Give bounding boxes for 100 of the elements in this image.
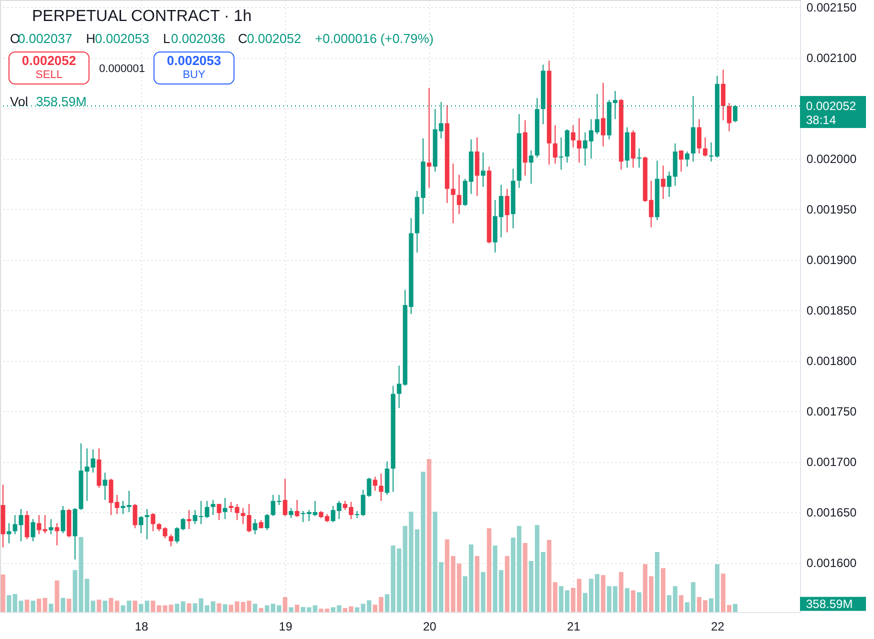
bar [678,595,684,612]
candlestick [600,82,606,147]
annotation: 0.002052 [247,31,302,46]
candlestick [186,510,192,530]
y-tick-label: 0.001750 [806,404,857,419]
y-tick-label: 0.001900 [806,253,857,268]
x-tick-label: 18 [134,620,149,634]
bar [636,592,642,612]
candlestick [210,499,216,516]
candlestick [660,165,666,200]
candlestick [684,150,690,168]
bar [60,598,66,612]
annotation: 0.002036 [171,31,226,46]
bar [486,528,492,612]
candlestick [450,163,456,224]
bar [288,607,294,612]
candlestick [552,124,558,164]
annotation: L [163,31,170,46]
candlestick [426,87,432,188]
annotation: 0.002037 [18,31,72,46]
bar [66,598,72,612]
x-tick-label: 22 [711,620,725,634]
bar [474,556,480,612]
candlestick [288,507,294,519]
candlestick [372,476,378,492]
annotation: 358.59M [36,94,87,109]
bar [186,603,192,612]
y-tick-label: 0.002100 [806,51,857,66]
bar [732,604,738,612]
candlestick [132,503,138,529]
candlestick [264,514,270,531]
annotation: O [10,31,20,46]
bar [102,600,108,612]
candlestick [6,522,12,544]
annotation: H [86,31,96,46]
candlestick [480,152,486,188]
candlestick [702,136,708,158]
bar [96,600,102,612]
candlestick [696,118,702,154]
y-tick-label: 0.001850 [806,304,857,318]
bar [624,588,630,612]
annotation: Vol [10,94,28,109]
bar [30,600,36,612]
bar [630,590,636,612]
candlestick [678,150,684,172]
bar [426,459,432,612]
y-tick-label: 0.001800 [806,354,857,368]
bar [0,574,6,612]
candlestick [576,118,582,164]
bar [654,552,660,612]
candlestick [558,136,564,170]
bar [618,572,624,612]
candlestick [168,534,174,547]
candlestick [378,473,384,502]
candlestick [570,124,576,148]
candlestick [150,512,156,532]
bar [660,568,666,612]
chart-title: PERPETUAL CONTRACT · 1h [32,8,252,25]
annotation: SELL [36,69,62,81]
candlestick [294,499,300,518]
ref-line-label: 0.002052 [806,99,856,114]
bar [216,603,222,612]
candlestick [48,518,54,535]
text: 38:14 [806,113,836,128]
bar [504,556,510,612]
annotation: 0.002053 [166,53,222,68]
candlestick [720,69,726,121]
candlestick [636,148,642,168]
y-tick-label: 0.002000 [806,152,857,166]
bar [222,604,228,612]
candlestick [222,497,228,520]
annotation: +0.000016 (+0.79%) [315,31,434,46]
annotation: C [238,31,248,46]
annotation: BUY [182,69,206,81]
y-tick-label: 0.001950 [806,202,857,217]
bar [258,608,264,612]
x-tick-label: 19 [278,620,293,634]
candlestick [456,174,462,215]
bar [480,572,486,612]
candlestick [60,505,66,534]
bar [48,604,54,612]
candlestick [252,518,258,535]
candlestick [102,472,108,500]
candlestick [216,503,222,521]
annotation: 0.002052 [22,53,76,68]
bar [294,604,300,612]
candlestick [24,510,30,540]
y-tick-label: 0.002150 [806,0,857,15]
candlestick [54,522,60,546]
x-tick-label: 20 [422,620,437,634]
bar [522,542,528,612]
candlestick [726,102,732,132]
annotation: 0.002053 [95,31,150,46]
candlestick [504,188,510,233]
text: 358.59M [806,596,853,611]
x-tick-label: 21 [566,620,581,634]
candlestick [138,516,144,534]
bar [282,597,288,612]
bar [252,604,258,612]
candlestick [30,518,36,542]
